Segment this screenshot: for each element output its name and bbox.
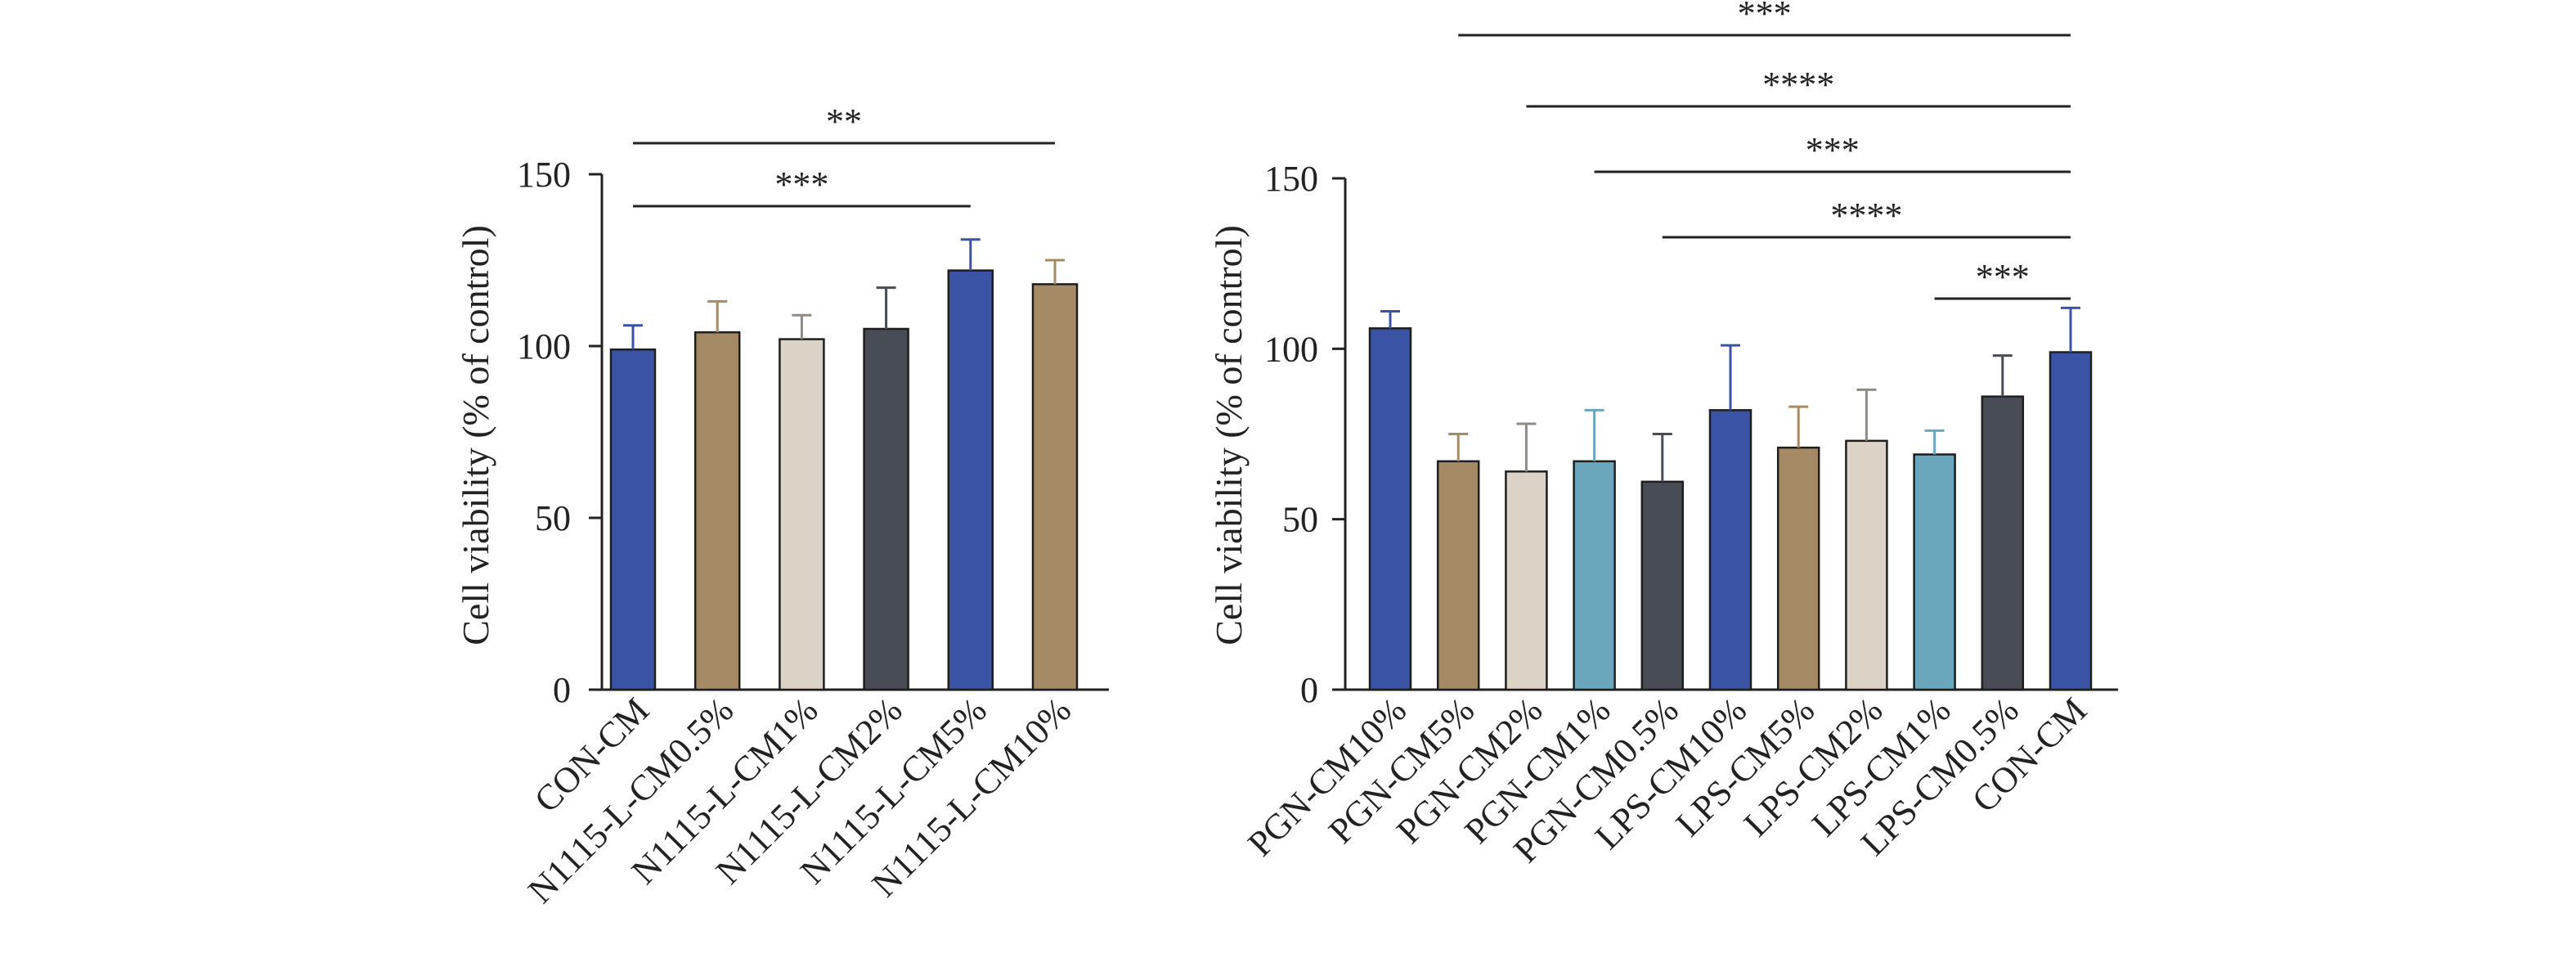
y-tick-label: 0 <box>1300 670 1318 710</box>
bar <box>1708 409 1752 691</box>
significance-label: *** <box>1976 257 2030 297</box>
significance-label: **** <box>1830 196 1902 236</box>
bar <box>1845 439 1888 691</box>
bar <box>1436 460 1480 691</box>
y-tick-label: 150 <box>517 155 571 195</box>
bar <box>1981 395 2025 691</box>
significance-label: *** <box>1806 130 1860 170</box>
significance-label: ** <box>826 101 862 142</box>
bar <box>1031 283 1079 691</box>
y-tick-label: 150 <box>1264 159 1318 199</box>
y-tick-label: 0 <box>553 670 571 710</box>
significance-label: *** <box>774 164 828 205</box>
bar <box>1505 470 1548 691</box>
bar <box>1573 460 1616 691</box>
chart-right: Cell viability (% of control) 050100150P… <box>1208 0 2118 870</box>
bar <box>609 348 657 691</box>
bar <box>1368 327 1412 691</box>
significance-label: **** <box>1762 65 1834 105</box>
chart-left: Cell viability (% of control) 050100150C… <box>455 101 1109 911</box>
y-tick-label: 50 <box>1282 500 1318 540</box>
bar <box>2049 351 2093 691</box>
y-axis-label-right: Cell viability (% of control) <box>1208 225 1250 645</box>
bar <box>693 331 741 691</box>
bar <box>863 327 909 691</box>
y-tick-label: 100 <box>517 326 571 367</box>
bar <box>1913 453 1956 691</box>
y-axis-label-left: Cell viability (% of control) <box>455 225 496 645</box>
bar <box>1640 480 1685 691</box>
bar <box>947 269 994 691</box>
y-tick-label: 50 <box>535 498 571 538</box>
bar <box>779 338 825 691</box>
significance-label: *** <box>1738 0 1792 34</box>
bar <box>1776 446 1820 691</box>
y-tick-label: 100 <box>1264 329 1318 369</box>
